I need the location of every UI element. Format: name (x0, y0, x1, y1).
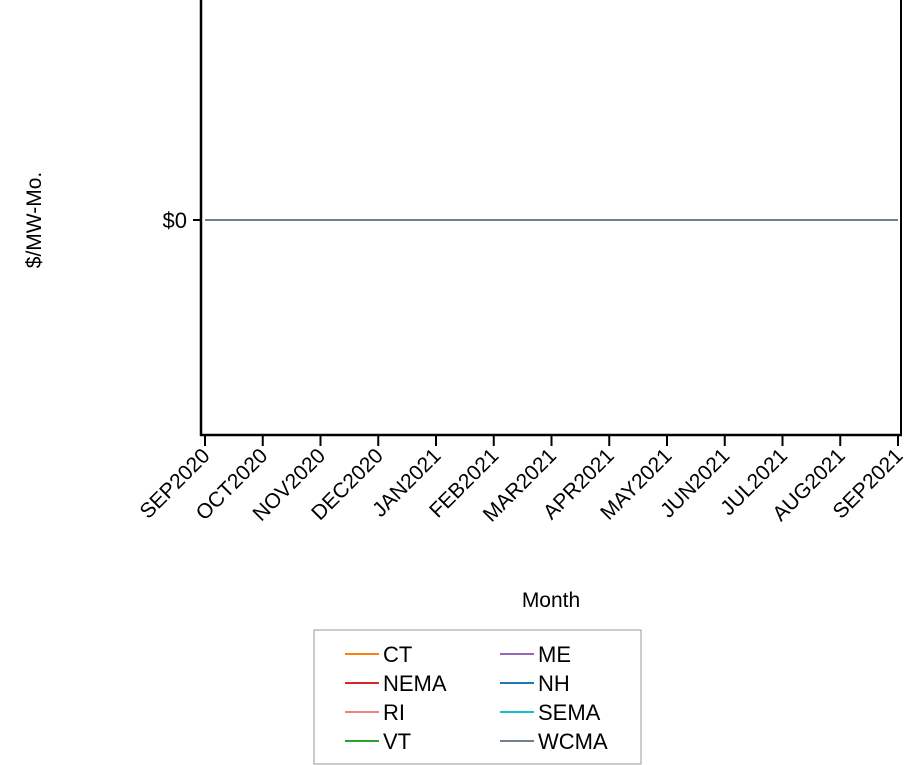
legend-items: CT ME NEMA NH RI SEMA VT WCMA (345, 642, 608, 754)
legend-label-nema: NEMA (383, 671, 447, 696)
x-axis-ticks: SEP2020OCT2020NOV2020DEC2020JAN2021FEB20… (136, 435, 908, 527)
legend-label-sema: SEMA (538, 700, 601, 725)
y-tick-label: $0 (163, 208, 187, 233)
legend-label-ct: CT (383, 642, 412, 667)
legend-label-vt: VT (383, 729, 411, 754)
legend: CT ME NEMA NH RI SEMA VT WCMA (313, 629, 642, 765)
y-axis-label: $/MW-Mo. (23, 172, 46, 268)
legend-label-nh: NH (538, 671, 570, 696)
legend-label-ri: RI (383, 700, 405, 725)
legend-label-wcma: WCMA (538, 729, 608, 754)
legend-label-me: ME (538, 642, 571, 667)
y-axis-ticks: $0 (163, 208, 201, 233)
x-axis-label: Month (522, 589, 580, 612)
